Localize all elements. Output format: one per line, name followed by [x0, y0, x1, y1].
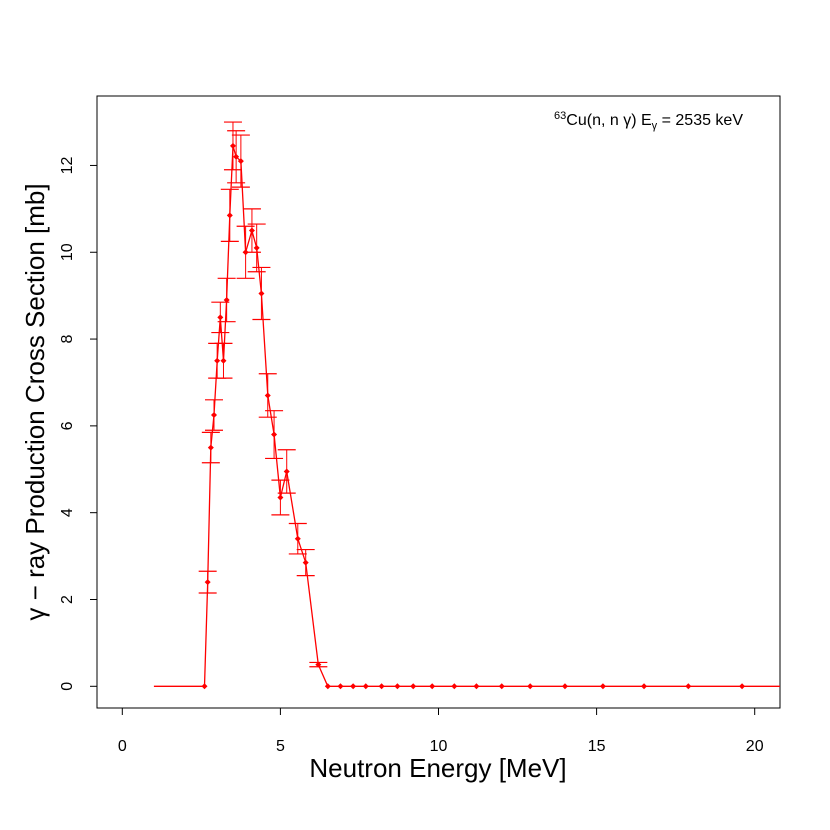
x-tick-label: 20	[746, 738, 764, 755]
data-point	[498, 683, 505, 690]
y-tick-label: 12	[59, 156, 76, 174]
data-point	[204, 579, 211, 586]
x-tick-label: 0	[118, 738, 127, 755]
data-point	[253, 244, 260, 251]
data-point	[271, 431, 278, 438]
data-point	[207, 444, 214, 451]
data-point	[283, 468, 290, 475]
y-tick-label: 0	[59, 682, 76, 691]
annotation-reaction: Cu(n, n γ) E	[566, 112, 651, 129]
y-tick-label: 4	[59, 508, 76, 517]
data-series	[153, 121, 780, 690]
data-point	[201, 683, 208, 690]
data-point	[350, 683, 357, 690]
data-point	[277, 494, 284, 501]
data-point	[324, 683, 331, 690]
y-axis-title: γ − ray Production Cross Section [mb]	[20, 183, 50, 620]
x-axis-title: Neutron Energy [MeV]	[309, 753, 566, 783]
data-point	[237, 158, 244, 165]
data-point	[429, 683, 436, 690]
data-point	[410, 683, 417, 690]
data-point	[210, 412, 217, 419]
x-axis: 0 5 10 15 20	[118, 707, 764, 755]
data-point	[217, 314, 224, 321]
x-tick-label: 5	[276, 738, 285, 755]
data-point	[258, 290, 265, 297]
data-point	[378, 683, 385, 690]
y-tick-label: 10	[59, 243, 76, 261]
y-axis: 0 2 4 6 8 10 12	[59, 156, 98, 691]
data-point	[527, 683, 534, 690]
data-point	[294, 535, 301, 542]
data-point	[229, 142, 236, 149]
annotation-value: = 2535 keV	[657, 112, 743, 129]
data-point	[685, 683, 692, 690]
data-point	[302, 559, 309, 566]
annotation-superscript: 63	[554, 110, 566, 122]
data-point	[599, 683, 606, 690]
data-point	[223, 297, 230, 303]
data-point	[337, 683, 344, 690]
annotation-subscript: γ	[652, 120, 658, 132]
y-tick-label: 8	[59, 335, 76, 344]
data-point	[214, 357, 221, 364]
reaction-annotation: 63Cu(n, n γ) Eγ = 2535 keV	[554, 110, 743, 132]
data-point	[641, 683, 648, 690]
data-point	[248, 227, 255, 234]
series-line	[153, 145, 780, 687]
y-tick-label: 2	[59, 595, 76, 604]
data-point	[220, 357, 227, 364]
data-point	[264, 392, 271, 399]
data-point	[233, 153, 240, 160]
data-point	[226, 212, 233, 219]
plot-frame	[96, 95, 781, 709]
data-point	[739, 683, 746, 690]
data-point	[315, 661, 322, 668]
data-point	[561, 683, 568, 690]
data-point	[473, 683, 480, 690]
data-point	[394, 683, 401, 690]
data-point	[451, 683, 458, 690]
data-point	[362, 683, 369, 690]
x-tick-label: 15	[588, 738, 606, 755]
x-tick-label: 10	[430, 738, 448, 755]
y-tick-label: 6	[59, 421, 76, 430]
